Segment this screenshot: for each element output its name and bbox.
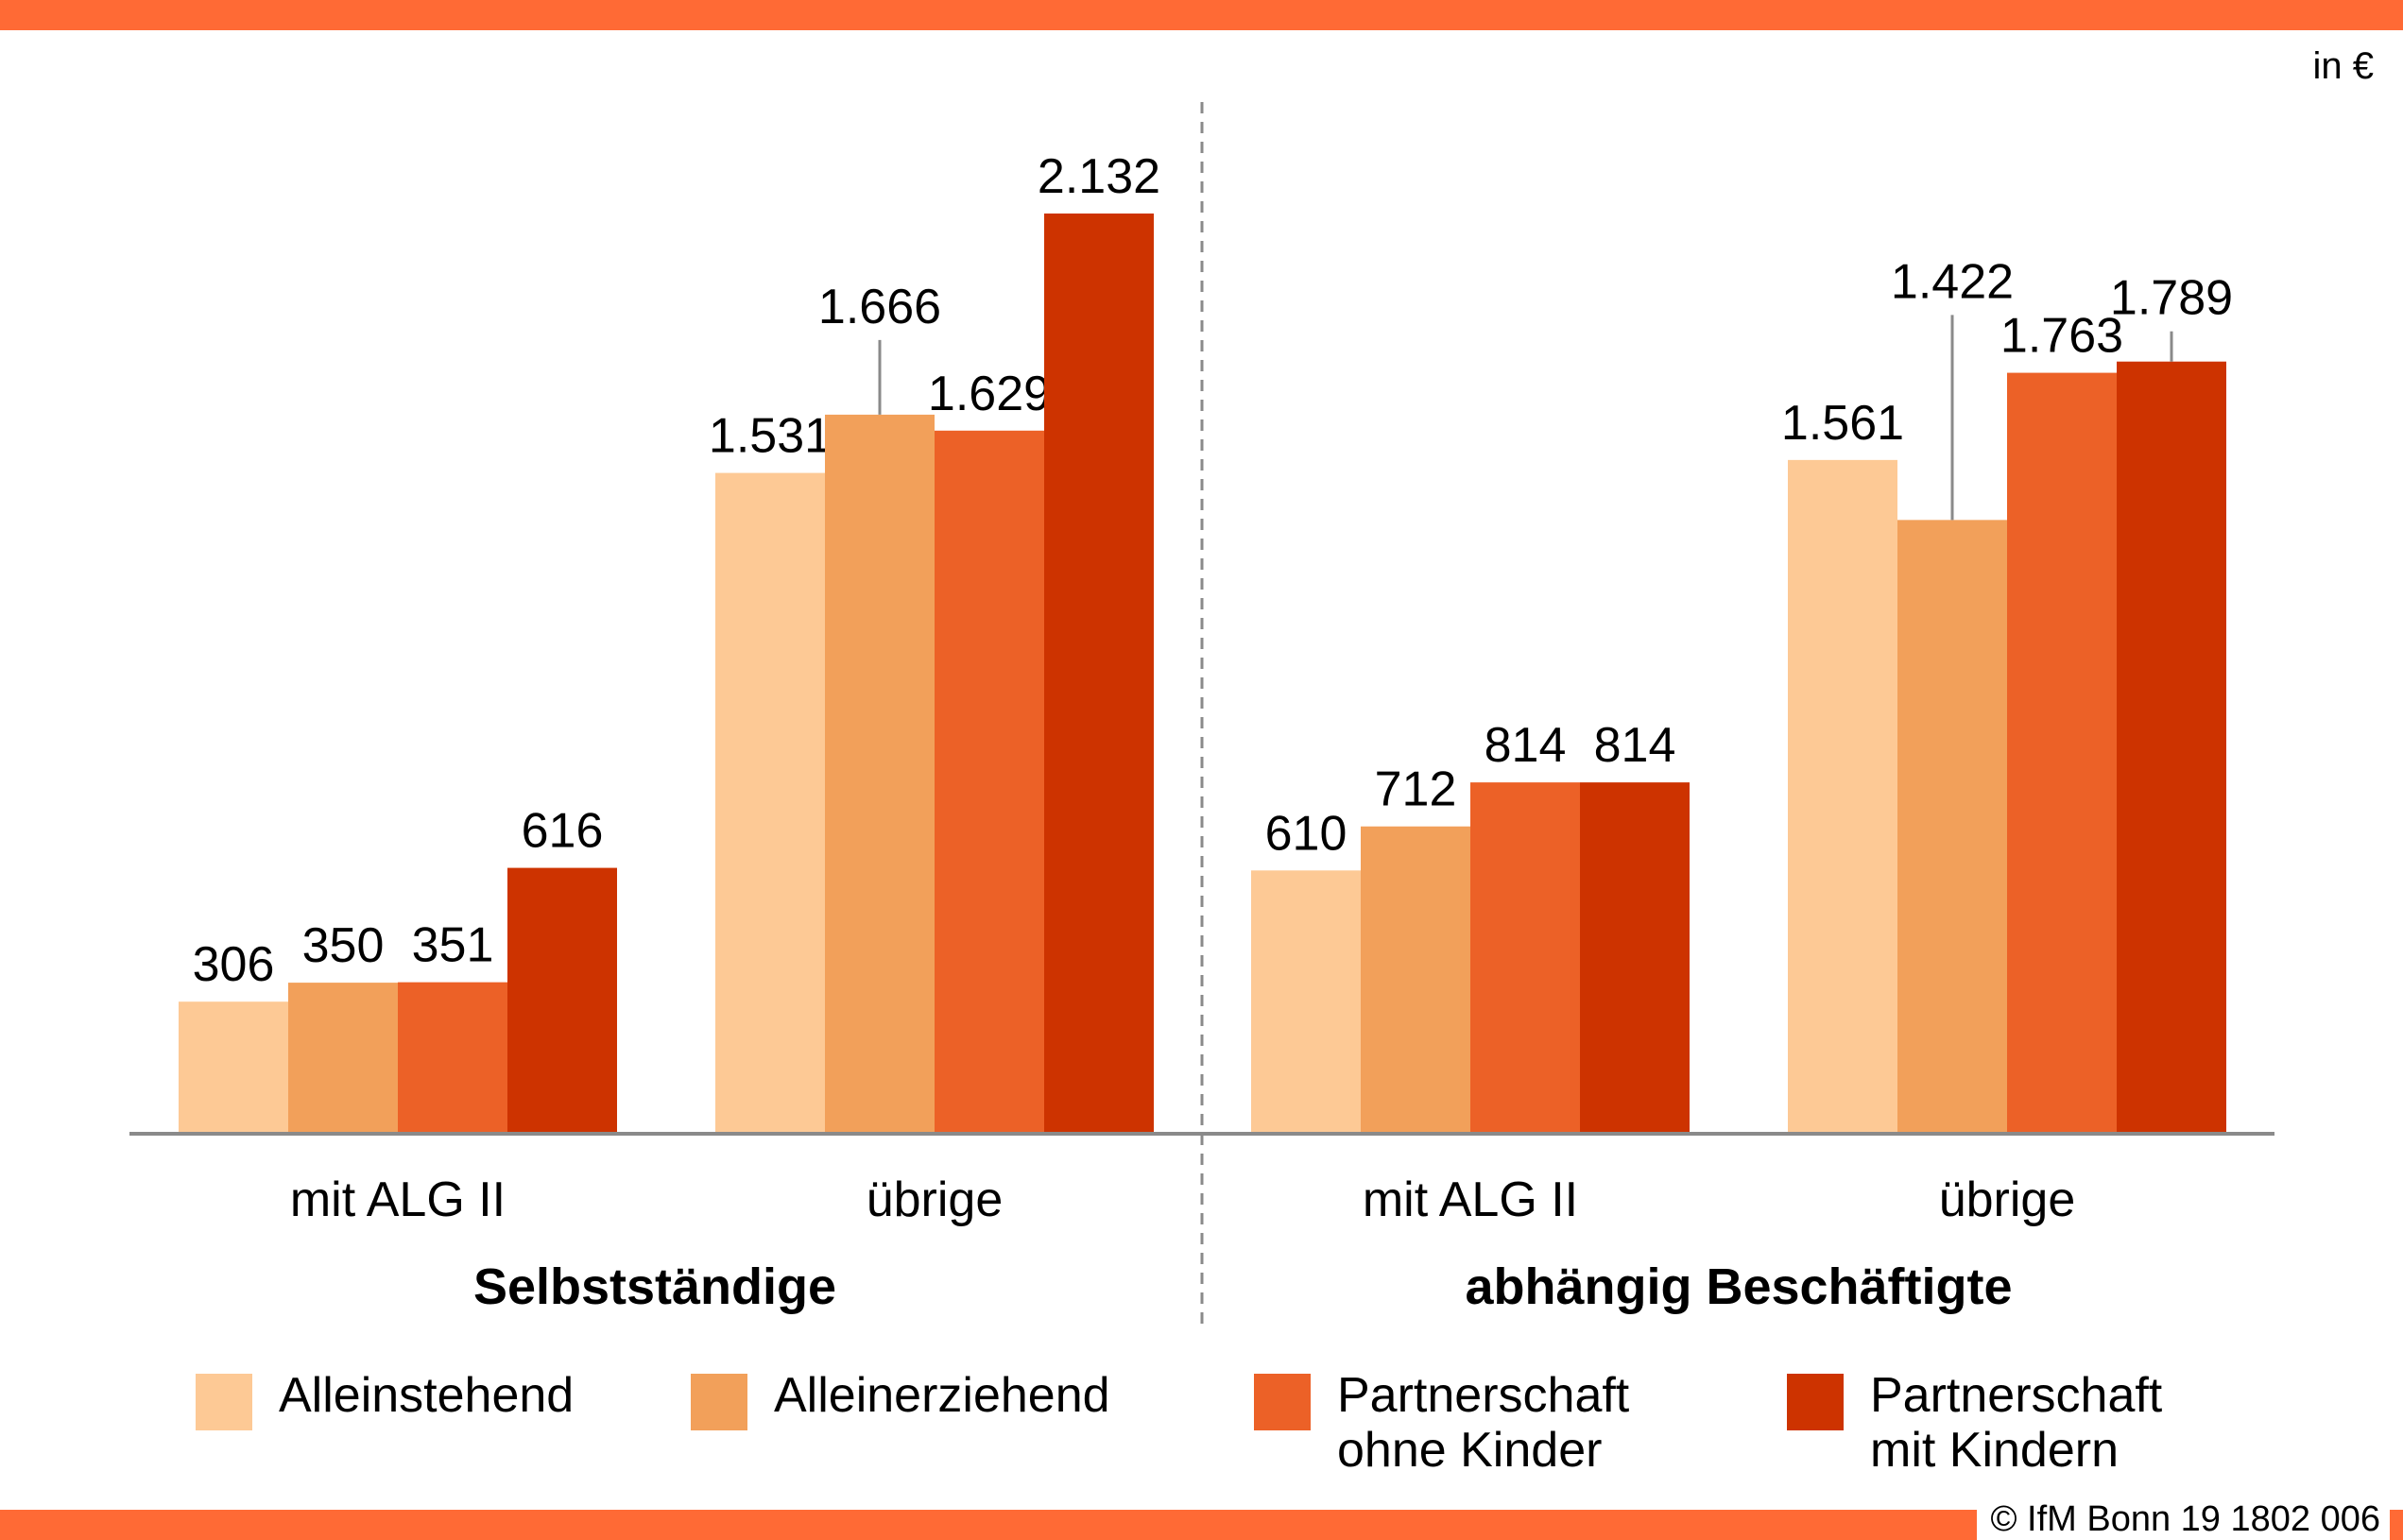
category-label: übrige: [867, 1172, 1004, 1227]
data-label: 306: [193, 937, 275, 992]
data-label: 1.531: [709, 409, 832, 464]
data-label: 351: [412, 918, 494, 973]
bar-chart: 306 1.531 610 1.561 350 1.666 712 1.422 351 1.629…: [129, 102, 2274, 1330]
top-accent-bar: [0, 0, 2403, 30]
data-label: 610: [1265, 806, 1347, 861]
legend-label: Alleinerziehend: [774, 1368, 1110, 1423]
bar: [179, 1001, 288, 1134]
group-label: abhängig Beschäftigte: [1465, 1258, 2012, 1315]
data-label: 1.561: [1781, 396, 1904, 451]
bar: [1251, 870, 1361, 1134]
bar: [398, 982, 507, 1134]
data-label: 1.789: [2110, 271, 2233, 326]
bar: [1361, 826, 1470, 1134]
bar: [1580, 782, 1690, 1134]
bar: [507, 867, 617, 1134]
data-label: 1.422: [1891, 254, 2014, 309]
data-label: 1.666: [818, 280, 941, 334]
legend-swatch: [196, 1374, 252, 1430]
legend-label: Partnerschaft mit Kindern: [1870, 1368, 2163, 1478]
legend-swatch: [1787, 1374, 1844, 1430]
bar: [1044, 214, 1154, 1134]
bar: [1470, 782, 1580, 1134]
legend: Alleinstehend Alleinerziehend Partnersch…: [0, 1368, 2403, 1491]
copyright-credit: © IfM Bonn 19 1802 006: [1977, 1498, 2390, 1540]
legend-swatch: [691, 1374, 747, 1430]
category-label: mit ALG II: [290, 1172, 506, 1227]
legend-item-alleinerziehend: Alleinerziehend: [691, 1368, 1110, 1430]
data-label: 712: [1375, 762, 1457, 817]
bar: [1897, 520, 2007, 1134]
legend-label: Partnerschaft ohne Kinder: [1337, 1368, 1630, 1478]
legend-item-alleinstehend: Alleinstehend: [196, 1368, 574, 1430]
group-label: Selbstständige: [473, 1258, 836, 1315]
bar: [825, 414, 935, 1134]
data-label: 814: [1594, 718, 1676, 773]
data-label: 350: [302, 918, 385, 973]
bar: [2117, 361, 2226, 1135]
bar: [288, 983, 398, 1134]
category-label: mit ALG II: [1363, 1172, 1578, 1227]
bar: [2007, 372, 2117, 1135]
legend-item-partnerschaft-ohne-kinder: Partnerschaft ohne Kinder: [1254, 1368, 1629, 1478]
legend-item-partnerschaft-mit-kindern: Partnerschaft mit Kindern: [1787, 1368, 2162, 1478]
data-label: 616: [522, 804, 604, 859]
data-label: 2.132: [1038, 149, 1160, 204]
unit-label: in €: [2312, 45, 2375, 87]
bar: [1788, 459, 1897, 1134]
bar: [935, 430, 1044, 1134]
data-label: 814: [1485, 718, 1567, 773]
bar: [715, 472, 825, 1134]
data-label: 1.763: [2000, 309, 2123, 364]
category-label: übrige: [1939, 1172, 2076, 1227]
data-label: 1.629: [928, 367, 1051, 421]
legend-swatch: [1254, 1374, 1311, 1430]
legend-label: Alleinstehend: [279, 1368, 575, 1423]
